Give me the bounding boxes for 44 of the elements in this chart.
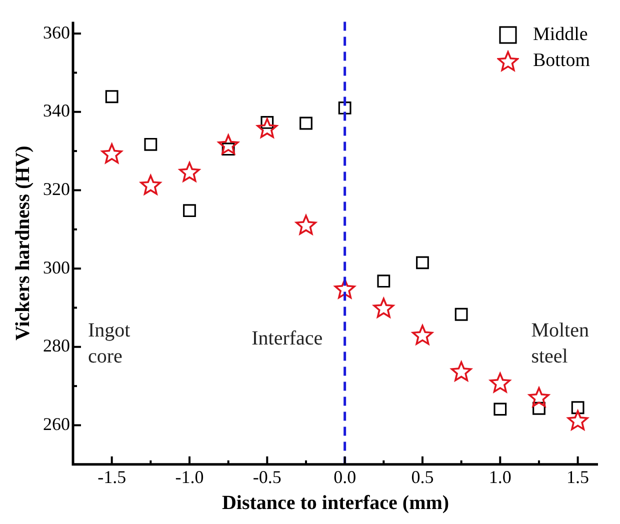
point [454,308,468,321]
point [528,387,550,408]
x-tick-label: 1.0 [488,466,512,487]
annotation: Ingot core [88,319,131,368]
point [494,402,507,416]
point [218,134,239,154]
point [571,401,584,414]
y-tick-label: 260 [43,414,70,434]
x-tick-label: 0.0 [334,466,356,487]
point [416,256,429,270]
x-tick-label: -1.0 [175,466,204,487]
point [101,144,122,164]
point [256,118,278,138]
legend-label: Middle [532,23,588,47]
point [105,90,118,104]
point [140,174,162,195]
x-axis-title: Distance to interface (mm) [222,492,450,514]
point [377,274,390,288]
x-tick-label: -1.5 [98,466,126,487]
point [450,361,472,382]
point [300,116,312,130]
y-tick-label: 340 [43,100,70,121]
point [296,214,316,235]
point [179,162,200,182]
point [532,402,546,415]
y-axis-title: Vickers hardness (HV) [12,146,34,341]
y-tick-label: 360 [43,22,70,42]
legend-label: Bottom [532,49,590,73]
annotation: Interface [252,327,323,350]
point [373,298,394,318]
point [338,102,352,114]
point [412,324,433,345]
y-tick-label: 320 [43,178,70,199]
x-tick-label: 1.5 [566,466,590,487]
point [567,410,588,430]
y-tick-label: 280 [43,336,70,356]
y-tick-label: 300 [43,257,70,278]
annotation: Molten steel [531,319,589,368]
point [490,372,511,393]
point [144,138,158,151]
point [334,278,356,299]
point [183,204,196,218]
x-tick-label: 0.5 [411,466,434,487]
x-tick-label: -0.5 [252,466,282,487]
